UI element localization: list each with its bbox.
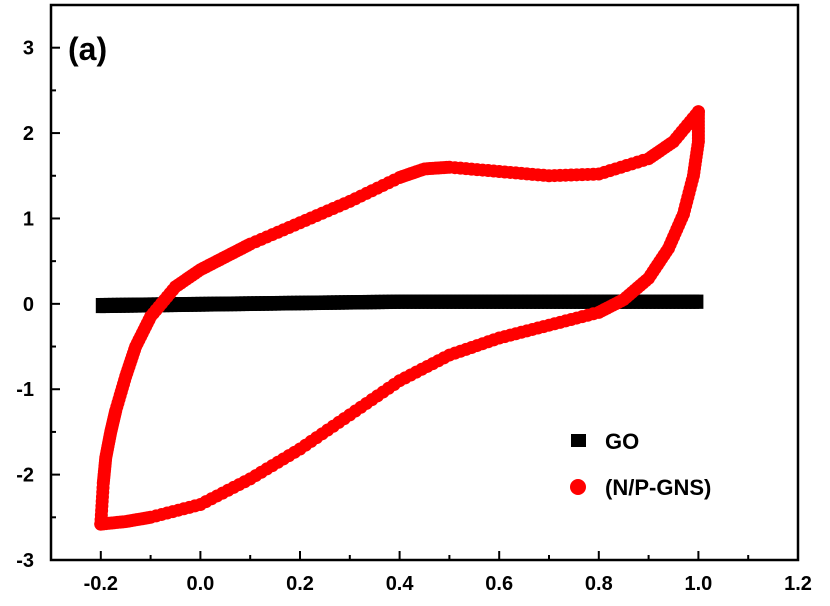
y-tick-label: -3 (16, 550, 34, 572)
x-tick-label: 0.0 (186, 573, 214, 595)
legend-marker-go (571, 434, 586, 447)
y-tick-label: 0 (23, 294, 34, 316)
axis-tick-labels: -0.2 0.0 0.2 0.4 0.6 0.8 1.0 1.2 -3 -2 -1 0 1 2 3 (16, 38, 812, 595)
y-tick-label: 3 (23, 38, 34, 60)
x-tick-label: 1.0 (684, 573, 712, 595)
y-tick-label: -1 (16, 379, 34, 401)
legend-label-go: GO (605, 429, 639, 454)
y-tick-label: 1 (23, 208, 34, 230)
legend-marker-np-gns (570, 479, 586, 495)
x-tick-label: 0.6 (485, 573, 513, 595)
x-tick-label: 1.2 (784, 573, 812, 595)
y-tick-label: -2 (16, 465, 34, 487)
y-tick-label: 2 (23, 123, 34, 145)
x-tick-label: 0.2 (286, 573, 314, 595)
axis-ticks (51, 46, 799, 561)
legend: GO (N/P-GNS) (570, 429, 711, 500)
x-tick-label: 0.4 (386, 573, 415, 595)
x-tick-label: 0.8 (585, 573, 613, 595)
plot-frame (49, 3, 800, 562)
np-gns-marker (691, 105, 705, 119)
panel-label: (a) (68, 31, 107, 67)
legend-label-np-gns: (N/P-GNS) (605, 475, 711, 500)
x-tick-label: -0.2 (84, 573, 118, 595)
plot-markers (94, 105, 705, 531)
go-marker (693, 294, 704, 309)
